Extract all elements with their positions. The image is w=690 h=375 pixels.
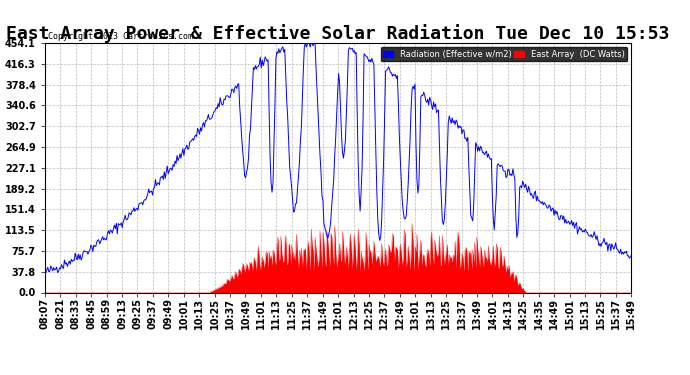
Text: Copyright 2013 Cartronics.com: Copyright 2013 Cartronics.com bbox=[48, 32, 193, 41]
Title: East Array Power & Effective Solar Radiation Tue Dec 10 15:53: East Array Power & Effective Solar Radia… bbox=[6, 24, 670, 43]
Legend: Radiation (Effective w/m2), East Array  (DC Watts): Radiation (Effective w/m2), East Array (… bbox=[381, 47, 627, 61]
